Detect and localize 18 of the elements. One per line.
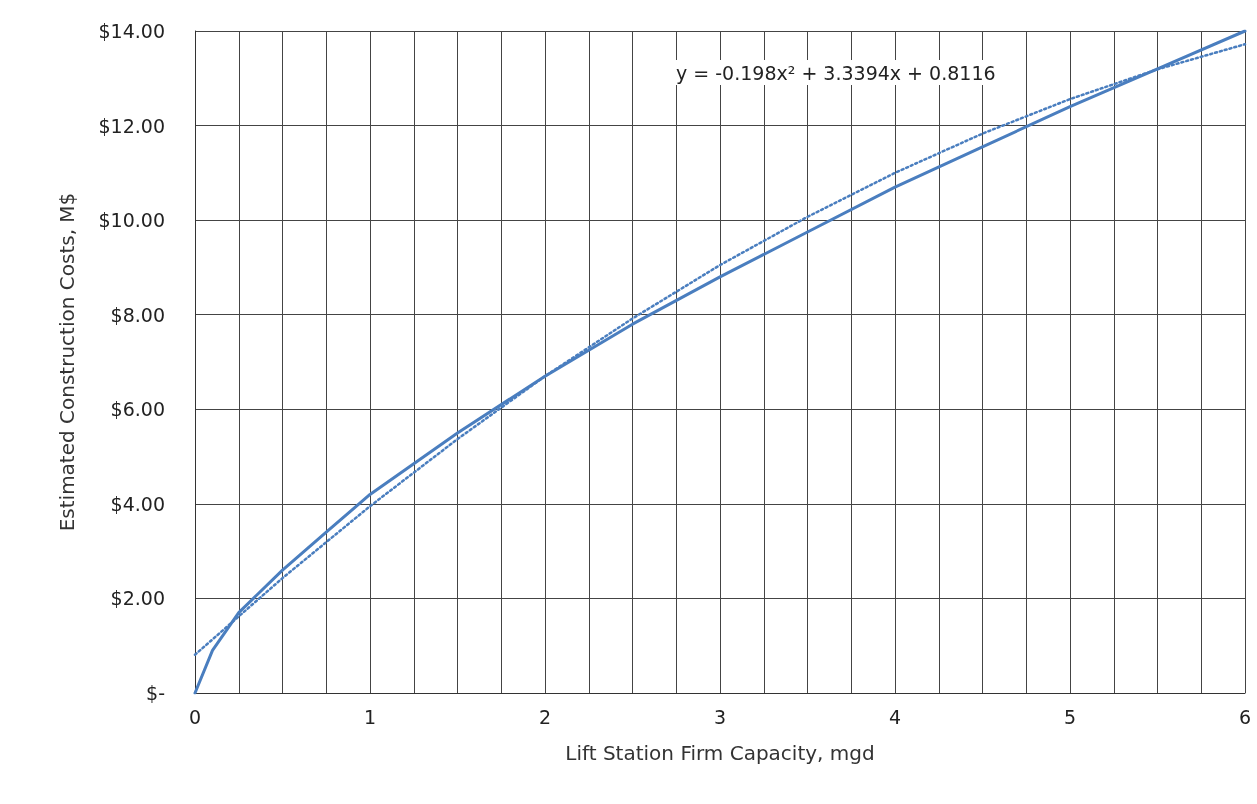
annotation: y = -0.198x² + 3.3394x + 0.8116	[676, 61, 996, 84]
x-tick-label: 4	[888, 705, 902, 728]
y-tick-label: $4.00	[110, 492, 165, 515]
y-tick-label: $2.00	[110, 587, 165, 610]
x-tick-label: 6	[1238, 705, 1252, 728]
y-tick-label: $-	[146, 682, 165, 704]
x-tick-label: 2	[538, 705, 552, 728]
y-tick-label: $6.00	[110, 398, 165, 421]
y-tick-label: $10.00	[98, 209, 165, 232]
x-axis-title: Lift Station Firm Capacity, mgd	[565, 741, 875, 765]
y-tick-label: $14.00	[98, 20, 165, 42]
y-tick-label: $12.00	[98, 114, 165, 137]
x-tick-label: 3	[713, 705, 727, 728]
x-tick-label: 5	[1063, 705, 1077, 728]
x-tick-label: 0	[188, 705, 202, 728]
y-tick-label: $8.00	[110, 303, 165, 326]
x-tick-label: 1	[363, 705, 377, 728]
y-axis-title: Estimated Construction Costs, M$	[55, 192, 79, 532]
